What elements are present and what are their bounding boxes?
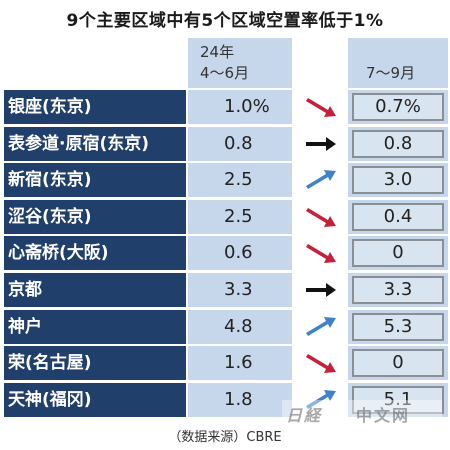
header-period2-months: 7～9月 xyxy=(366,64,416,82)
vacancy-jul-sep: 0 xyxy=(352,239,444,268)
arrow-down-right-icon xyxy=(306,244,336,264)
vacancy-jul-sep-cell: 0.7% xyxy=(348,90,448,124)
arrow-up-right-icon xyxy=(306,389,336,409)
source-note: （数据来源）CBRE xyxy=(168,430,282,445)
vacancy-jul-sep: 3.0 xyxy=(352,166,444,195)
table-row: 神户 4.8 5.3 xyxy=(4,309,448,344)
table-row: 表参道·原宿(东京) 0.8 0.8 xyxy=(4,126,448,161)
trend-cell xyxy=(294,236,348,271)
vacancy-apr-jun: 3.3 xyxy=(188,273,292,307)
trend-cell xyxy=(294,199,348,234)
area-label: 心斋桥(大阪) xyxy=(4,236,186,271)
table-row: 荣(名古屋) 1.6 0 xyxy=(4,346,448,381)
vacancy-apr-jun: 0.8 xyxy=(188,126,292,161)
table-row: 天神(福冈)1.8 5.1 xyxy=(4,382,448,417)
vacancy-jul-sep: 5.1 xyxy=(352,385,444,414)
vacancy-apr-jun: 2.5 xyxy=(188,163,292,198)
table-row: 新宿(东京) 2.5 3.0 xyxy=(4,163,448,198)
vacancy-jul-sep-cell: 3.3 xyxy=(348,273,448,307)
vacancy-jul-sep: 3.3 xyxy=(352,276,444,304)
vacancy-jul-sep-cell: 0 xyxy=(348,236,448,271)
area-label: 新宿(东京) xyxy=(4,163,186,198)
trend-cell xyxy=(294,90,348,124)
arrow-right-icon xyxy=(306,283,336,297)
watermark-logo: 日経 中文网 xyxy=(282,400,442,426)
vacancy-jul-sep: 0.7% xyxy=(352,93,444,121)
arrow-down-right-icon xyxy=(306,354,336,374)
header-period2: 7～9月 xyxy=(348,38,448,88)
vacancy-apr-jun: 1.0% xyxy=(188,90,292,124)
vacancy-jul-sep-cell: 3.0 xyxy=(348,163,448,198)
area-label: 天神(福冈) xyxy=(4,382,186,417)
vacancy-apr-jun: 2.5 xyxy=(188,199,292,234)
vacancy-apr-jun: 0.6 xyxy=(188,236,292,271)
trend-cell xyxy=(294,126,348,161)
arrow-right-icon xyxy=(306,136,336,151)
vacancy-apr-jun: 4.8 xyxy=(188,309,292,344)
area-label: 银座(东京) xyxy=(4,90,186,124)
trend-cell xyxy=(294,163,348,198)
header-period1-year: 24年 xyxy=(200,43,235,61)
area-label: 表参道·原宿(东京) xyxy=(4,126,186,161)
watermark-text: 中文网 xyxy=(356,406,411,425)
vacancy-jul-sep: 5.3 xyxy=(352,312,444,341)
trend-cell xyxy=(294,273,348,307)
table-row: 银座(东京) 1.0% 0.7% xyxy=(4,90,448,124)
header-spacer xyxy=(4,38,188,88)
area-label: 涩谷(东京) xyxy=(4,199,186,234)
area-label: 荣(名古屋) xyxy=(4,346,186,381)
arrow-up-right-icon xyxy=(306,170,336,190)
header-period1-months: 4～6月 xyxy=(200,64,250,82)
vacancy-apr-jun: 1.6 xyxy=(188,346,292,381)
vacancy-jul-sep-cell: 0.8 xyxy=(348,126,448,161)
page-title: 9个主要区域中有5个区域空置率低于1% xyxy=(66,11,384,31)
table-row: 心斋桥(大阪) 0.6 0 xyxy=(4,236,448,271)
vacancy-jul-sep: 0.4 xyxy=(352,202,444,231)
vacancy-jul-sep: 0.8 xyxy=(352,129,444,158)
trend-cell xyxy=(294,309,348,344)
table-row: 京都 3.3 3.3 xyxy=(4,273,448,307)
area-label: 神户 xyxy=(4,309,186,344)
header-period1: 24年 4～6月 xyxy=(188,38,292,88)
arrow-down-right-icon xyxy=(306,98,336,117)
vacancy-jul-sep-cell: 0 xyxy=(348,346,448,381)
table-row: 涩谷(东京) 2.5 0.4 xyxy=(4,199,448,234)
watermark-mark: 日経 xyxy=(286,406,323,425)
vacancy-jul-sep-cell: 5.3 xyxy=(348,309,448,344)
vacancy-jul-sep: 0 xyxy=(352,349,444,378)
vacancy-jul-sep-cell: 5.1 xyxy=(348,382,448,417)
vacancy-jul-sep-cell: 0.4 xyxy=(348,199,448,234)
trend-cell xyxy=(294,382,348,417)
arrow-up-right-icon xyxy=(306,316,336,336)
trend-cell xyxy=(294,346,348,381)
area-label: 京都 xyxy=(4,273,186,307)
vacancy-apr-jun: 1.8 xyxy=(188,382,292,417)
arrow-down-right-icon xyxy=(306,207,336,227)
